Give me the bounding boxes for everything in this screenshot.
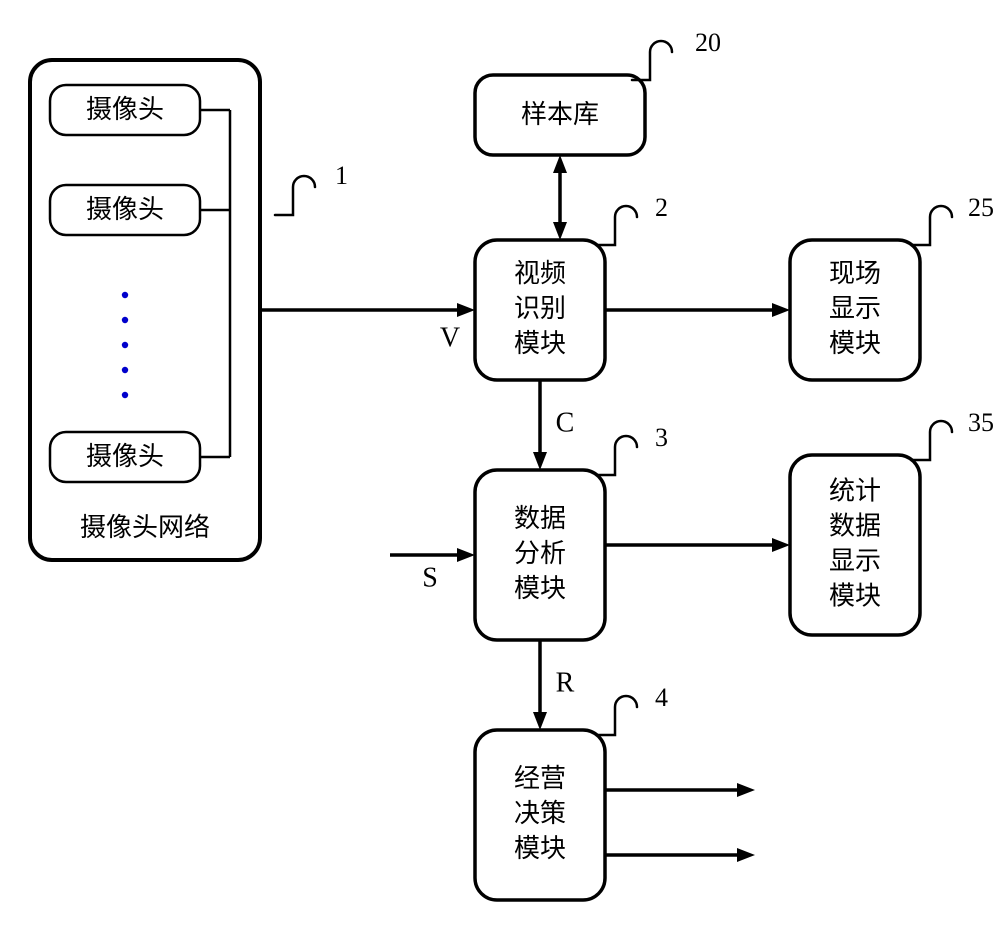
svg-text:模块: 模块	[514, 834, 566, 863]
svg-text:数据: 数据	[829, 511, 881, 540]
ref-label-1: 1	[335, 161, 348, 190]
ref-label-3: 3	[655, 423, 668, 452]
svg-text:数据: 数据	[514, 504, 566, 533]
ellipsis-dot	[122, 342, 128, 348]
svg-text:摄像头网络: 摄像头网络	[80, 513, 210, 542]
svg-text:显示: 显示	[829, 294, 881, 323]
ref-callout-25	[912, 206, 952, 245]
svg-text:识别: 识别	[514, 294, 566, 323]
ref-label-25: 25	[968, 193, 994, 222]
ref-callout-20	[632, 41, 672, 80]
svg-text:现场: 现场	[829, 259, 881, 288]
ref-callout-4	[597, 696, 637, 735]
svg-text:统计: 统计	[829, 476, 881, 505]
svg-text:摄像头: 摄像头	[86, 442, 164, 471]
ref-label-20: 20	[695, 28, 721, 57]
svg-text:视频: 视频	[514, 259, 566, 288]
edge-label-C: C	[556, 407, 575, 438]
edge-label-S: S	[422, 562, 438, 593]
ellipsis-dot	[122, 367, 128, 373]
svg-text:模块: 模块	[829, 329, 881, 358]
ref-callout-35	[912, 421, 952, 460]
svg-text:摄像头: 摄像头	[86, 195, 164, 224]
svg-text:分析: 分析	[514, 539, 566, 568]
ellipsis-dot	[122, 292, 128, 298]
svg-text:模块: 模块	[829, 582, 881, 611]
ref-callout-3	[597, 436, 637, 475]
ellipsis-dot	[122, 392, 128, 398]
svg-text:摄像头: 摄像头	[86, 95, 164, 124]
ellipsis-dot	[122, 317, 128, 323]
svg-text:模块: 模块	[514, 574, 566, 603]
svg-text:决策: 决策	[514, 799, 566, 828]
ref-label-4: 4	[655, 683, 668, 712]
svg-text:样本库: 样本库	[521, 100, 599, 129]
svg-text:经营: 经营	[514, 764, 566, 793]
svg-text:模块: 模块	[514, 329, 566, 358]
ref-label-2: 2	[655, 193, 668, 222]
edge-label-V: V	[440, 322, 460, 353]
ref-callout-2	[597, 206, 637, 245]
svg-text:显示: 显示	[829, 547, 881, 576]
ref-callout-1	[275, 176, 315, 215]
edge-label-R: R	[556, 667, 575, 698]
ref-label-35: 35	[968, 408, 994, 437]
